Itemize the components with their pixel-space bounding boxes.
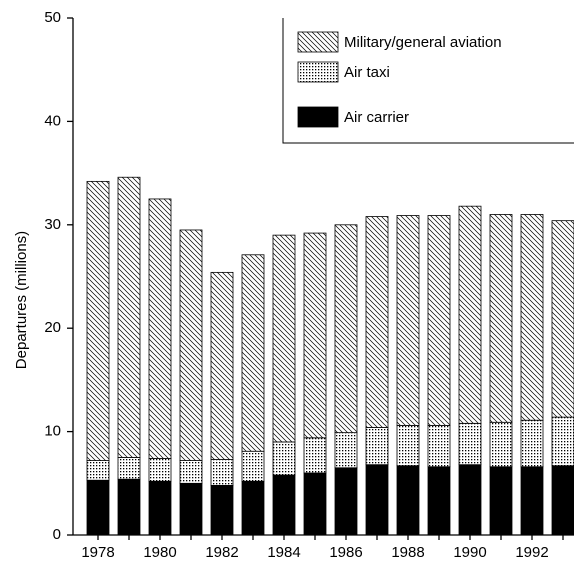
- legend-swatch: [297, 106, 339, 128]
- bar-segment: [396, 465, 420, 536]
- bar-segment: [551, 220, 574, 418]
- bar-segment: [303, 472, 327, 536]
- x-tick-label: 1986: [329, 544, 362, 561]
- bar-segment: [210, 484, 234, 536]
- bar-segment: [117, 176, 141, 458]
- bar-segment: [365, 464, 389, 536]
- bar-segment: [365, 427, 389, 466]
- bar-segment: [272, 441, 296, 476]
- bar-segment: [272, 234, 296, 443]
- x-tick-label: 1992: [515, 544, 548, 561]
- x-tick-label: 1988: [391, 544, 424, 561]
- bar-segment: [117, 478, 141, 536]
- bar-segment: [148, 480, 172, 536]
- bar-segment: [148, 198, 172, 459]
- bar-segment: [86, 460, 110, 481]
- x-tick-label: 1990: [453, 544, 486, 561]
- bar-segment: [272, 474, 296, 536]
- bar-segment: [334, 224, 358, 434]
- bar-segment: [86, 479, 110, 536]
- bar-segment: [241, 254, 265, 452]
- bar-segment: [551, 465, 574, 536]
- x-tick-label: 1980: [143, 544, 176, 561]
- bar-segment: [179, 482, 203, 536]
- bar-segment: [365, 216, 389, 428]
- bar-segment: [489, 466, 513, 536]
- y-tick-label: 20: [44, 319, 61, 336]
- bar-segment: [334, 467, 358, 536]
- bar-segment: [520, 466, 544, 536]
- legend-label: Air taxi: [344, 64, 390, 81]
- bar-segment: [396, 215, 420, 426]
- bar-segment: [458, 422, 482, 466]
- bar-segment: [551, 416, 574, 467]
- bar-segment: [86, 180, 110, 461]
- bar-segment: [148, 458, 172, 482]
- bar-segment: [241, 450, 265, 482]
- bar-segment: [210, 459, 234, 486]
- bar-segment: [179, 229, 203, 461]
- bar-segment: [489, 214, 513, 423]
- y-tick-label: 0: [53, 526, 61, 543]
- bar-segment: [179, 460, 203, 484]
- bar-segment: [520, 214, 544, 421]
- bar-segment: [458, 464, 482, 536]
- bar-segment: [303, 437, 327, 474]
- bar-segment: [427, 466, 451, 536]
- bar-segment: [520, 419, 544, 468]
- legend-swatch: [297, 61, 339, 83]
- bar-segment: [427, 424, 451, 468]
- legend-swatch: [297, 31, 339, 53]
- bar-segment: [396, 424, 420, 467]
- bar-segment: [241, 480, 265, 536]
- legend-label: Military/general aviation: [344, 34, 502, 51]
- y-tick-label: 10: [44, 423, 61, 440]
- legend-label: Air carrier: [344, 109, 409, 126]
- y-tick-label: 40: [44, 112, 61, 129]
- x-tick-label: 1978: [81, 544, 114, 561]
- x-tick-label: 1982: [205, 544, 238, 561]
- bar-segment: [427, 215, 451, 426]
- bar-segment: [489, 421, 513, 468]
- y-axis-label: Departures (millions): [13, 231, 30, 369]
- y-tick-label: 30: [44, 216, 61, 233]
- bar-segment: [458, 205, 482, 424]
- bar-segment: [210, 271, 234, 460]
- bar-segment: [303, 232, 327, 439]
- legend-box: [282, 18, 574, 144]
- y-tick-label: 50: [44, 9, 61, 26]
- bar-segment: [117, 457, 141, 480]
- x-tick-label: 1984: [267, 544, 300, 561]
- bar-segment: [334, 432, 358, 469]
